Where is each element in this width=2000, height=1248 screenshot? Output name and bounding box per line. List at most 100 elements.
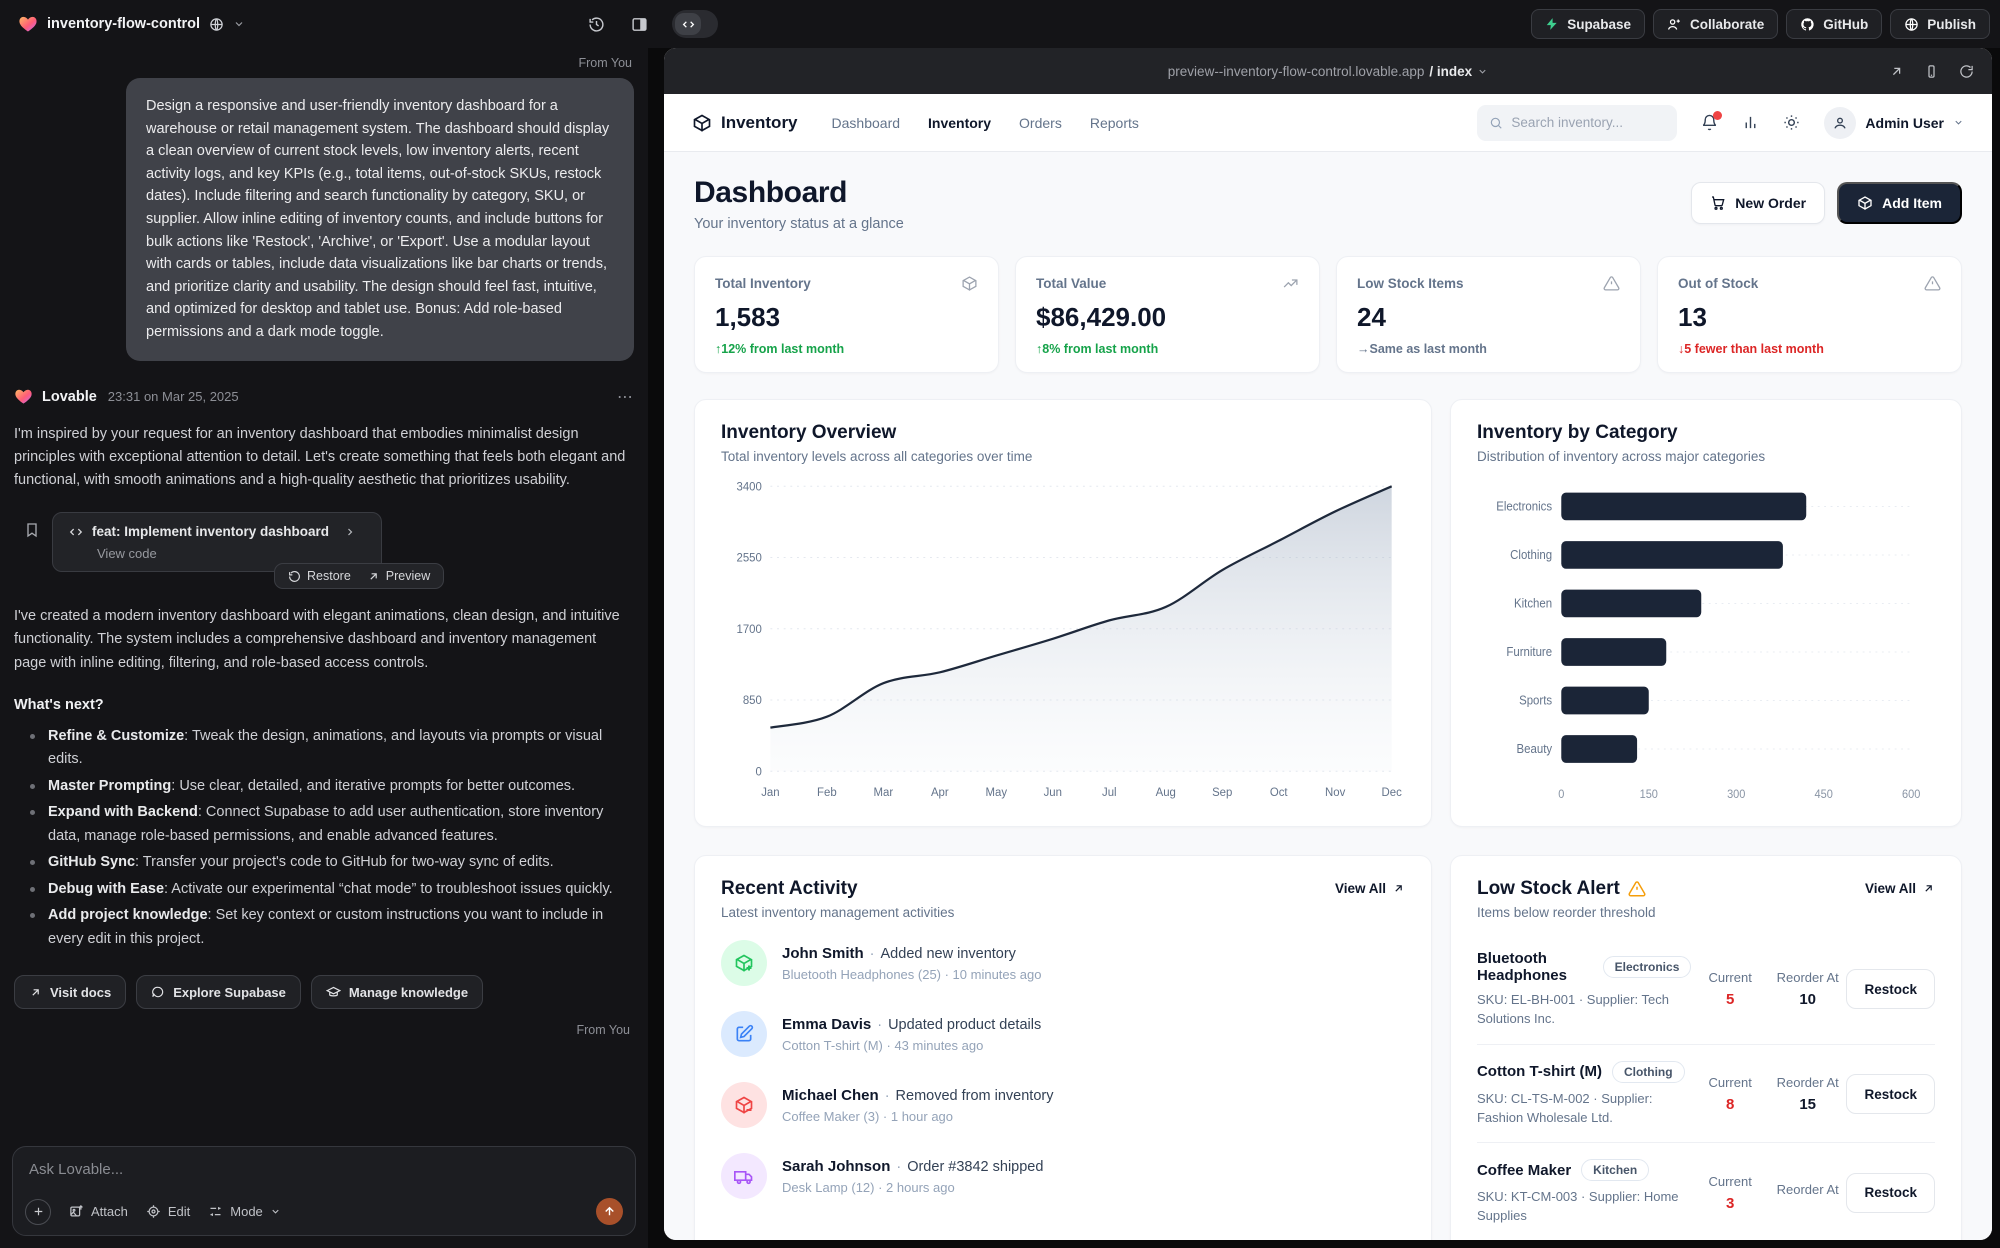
publish-button[interactable]: Publish [1890, 9, 1990, 39]
svg-text:Sep: Sep [1212, 784, 1233, 799]
collaborate-icon [1667, 17, 1682, 32]
sliders-icon [208, 1204, 223, 1219]
project-chevron-down-icon[interactable] [233, 18, 245, 30]
view-all-link[interactable]: View All [1865, 881, 1935, 896]
restock-button[interactable]: Restock [1846, 969, 1935, 1010]
list-item: GitHub Sync: Transfer your project's cod… [30, 851, 632, 874]
explore-supabase-button[interactable]: Explore Supabase [136, 975, 301, 1010]
external-link-icon [367, 570, 380, 583]
chart-subtitle: Total inventory levels across all catego… [721, 449, 1033, 464]
svg-text:Feb: Feb [817, 784, 837, 799]
kpi-out-of-stock: Out of Stock 13 ↓5 fewer than last month [1657, 256, 1962, 373]
image-icon [69, 1204, 84, 1219]
next-steps-list: Refine & Customize: Tweak the design, an… [30, 725, 632, 951]
app-brand[interactable]: Inventory [692, 113, 798, 133]
assistant-result: I've created a modern inventory dashboar… [14, 608, 620, 671]
list-item[interactable]: Sarah Johnson · Order #3842 shipped Desk L… [721, 1153, 1405, 1199]
attach-button[interactable]: Attach [69, 1204, 128, 1219]
nav-inventory[interactable]: Inventory [928, 114, 992, 131]
history-icon[interactable] [588, 16, 605, 33]
svg-text:450: 450 [1815, 787, 1834, 801]
add-item-button[interactable]: Add Item [1837, 182, 1962, 224]
svg-text:Electronics: Electronics [1496, 499, 1552, 514]
svg-text:Oct: Oct [1270, 784, 1288, 799]
restock-button[interactable]: Restock [1846, 1172, 1935, 1213]
package-minus-icon [721, 1082, 767, 1128]
code-icon [675, 13, 701, 35]
view-all-link[interactable]: View All [1335, 881, 1405, 896]
external-link-icon [1392, 882, 1405, 895]
commit-card[interactable]: feat: Implement inventory dashboard View… [52, 512, 382, 573]
panel-icon[interactable] [631, 16, 648, 33]
section-subtitle: Latest inventory management activities [721, 905, 955, 920]
assistant-timestamp: 23:31 on Mar 25, 2025 [107, 389, 239, 405]
user-message: Design a responsive and user-friendly in… [126, 78, 634, 361]
code-view-toggle[interactable] [672, 10, 718, 38]
notifications-button[interactable] [1701, 111, 1723, 131]
restore-button[interactable]: Restore [288, 569, 351, 583]
table-row: Cotton T-shirt (M) Clothing SKU: CL-TS-M… [1476, 1045, 1935, 1144]
graduation-cap-icon [325, 985, 341, 1000]
analytics-icon[interactable] [1742, 114, 1759, 131]
svg-text:300: 300 [1727, 787, 1746, 801]
package-plus-icon [721, 940, 767, 986]
open-external-icon[interactable] [1889, 64, 1904, 79]
collaborate-button[interactable]: Collaborate [1652, 9, 1779, 39]
add-button[interactable] [25, 1198, 51, 1225]
bookmark-icon[interactable] [24, 522, 40, 538]
inventory-overview-chart: 0 850 1700 2550 3400 Jan Feb Mar Apr May Jun Jul Aug… [721, 474, 1405, 804]
globe-icon[interactable] [209, 17, 224, 32]
send-button[interactable] [596, 1198, 623, 1225]
kpi-delta: ↑8% from last month [1036, 342, 1159, 356]
table-row: Bluetooth Headphones Electronics SKU: EL… [1476, 934, 1935, 1045]
mode-selector[interactable]: Mode [208, 1204, 281, 1219]
nav-reports[interactable]: Reports [1089, 114, 1139, 131]
list-item[interactable]: John Smith · Added new inventory Bluetooth… [721, 940, 1405, 986]
nav-orders[interactable]: Orders [1019, 114, 1062, 131]
trending-up-icon [1282, 275, 1299, 292]
supabase-icon [1545, 17, 1559, 31]
composer-placeholder[interactable]: Ask Lovable... [29, 1161, 124, 1178]
project-name[interactable]: inventory-flow-control [47, 16, 201, 32]
table-row: Coffee Maker Kitchen SKU: KT-CM-003 · Su… [1477, 1143, 1935, 1240]
svg-text:Apr: Apr [931, 784, 949, 799]
activity-list: John Smith · Added new inventory Bluetooth… [721, 940, 1405, 1199]
svg-text:850: 850 [743, 693, 762, 708]
svg-text:Jul: Jul [1102, 784, 1117, 799]
search-box[interactable] [1477, 104, 1678, 141]
assistant-header: Lovable 23:31 on Mar 25, 2025 ⋯ [14, 387, 634, 407]
refresh-icon[interactable] [1959, 64, 1974, 79]
preview-url[interactable]: preview--inventory-flow-control.lovable.… [1168, 64, 1488, 79]
github-icon [1800, 17, 1815, 32]
manage-knowledge-button[interactable]: Manage knowledge [310, 975, 484, 1010]
theme-toggle-sun-icon[interactable] [1783, 114, 1800, 131]
cart-icon [1710, 195, 1726, 211]
github-button[interactable]: GitHub [1786, 9, 1883, 39]
svg-text:May: May [986, 784, 1008, 799]
chevron-right-icon [344, 526, 356, 538]
new-order-button[interactable]: New Order [1691, 182, 1826, 224]
supabase-button[interactable]: Supabase [1531, 9, 1645, 39]
more-options-icon[interactable]: ⋯ [617, 388, 634, 406]
commit-title: feat: Implement inventory dashboard [92, 524, 330, 540]
restock-button[interactable]: Restock [1846, 1074, 1935, 1115]
svg-text:Jun: Jun [1044, 784, 1062, 799]
mobile-view-icon[interactable] [1924, 64, 1939, 79]
user-menu[interactable]: Admin User [1824, 106, 1964, 139]
view-code-link[interactable]: View code [97, 546, 157, 562]
svg-text:Furniture: Furniture [1506, 644, 1552, 659]
category-badge: Clothing [1611, 1060, 1685, 1083]
search-input[interactable] [1511, 115, 1666, 130]
inventory-app: Inventory Dashboard Inventory Orders Rep… [664, 94, 1992, 1240]
edit-button[interactable]: Edit [146, 1204, 190, 1219]
nav-dashboard[interactable]: Dashboard [831, 114, 901, 131]
list-item[interactable]: Emma Davis · Updated product details Cotto… [721, 1011, 1405, 1057]
assistant-name: Lovable [42, 388, 97, 405]
visit-docs-button[interactable]: Visit docs [14, 975, 127, 1010]
dashboard-main: Dashboard Your inventory status at a gla… [664, 152, 1992, 1240]
chat-composer[interactable]: Ask Lovable... Attach Edit Mode [12, 1146, 636, 1236]
inventory-overview-card: Inventory Overview Total inventory level… [694, 399, 1432, 827]
list-item[interactable]: Michael Chen · Removed from inventory Coff… [721, 1082, 1405, 1128]
section-title: Low Stock Alert [1476, 878, 1620, 899]
preview-button[interactable]: Preview [367, 569, 430, 583]
